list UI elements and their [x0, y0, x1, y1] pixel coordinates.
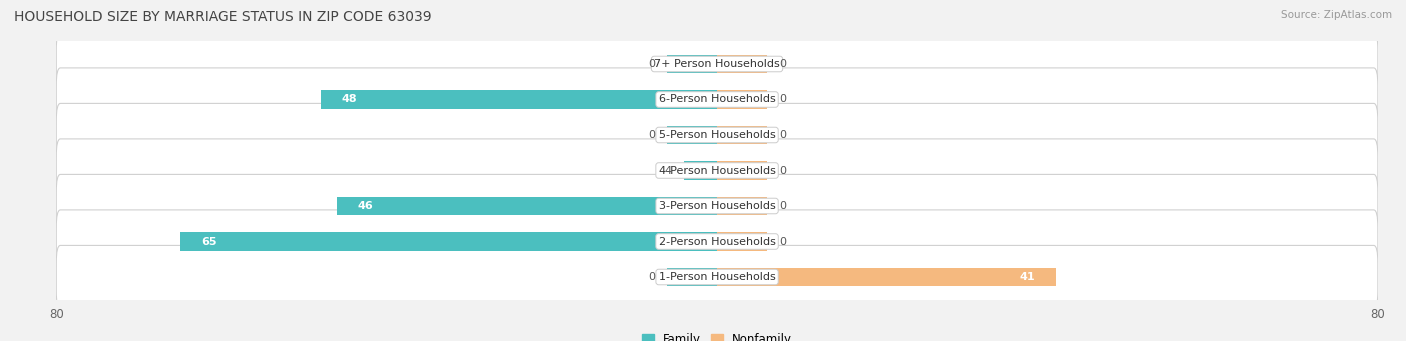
Text: 65: 65 [201, 237, 217, 247]
FancyBboxPatch shape [56, 103, 1378, 167]
Text: 2-Person Households: 2-Person Households [658, 237, 776, 247]
Bar [717, 55, 766, 73]
Bar [321, 90, 717, 109]
Text: 0: 0 [779, 237, 786, 247]
Text: HOUSEHOLD SIZE BY MARRIAGE STATUS IN ZIP CODE 63039: HOUSEHOLD SIZE BY MARRIAGE STATUS IN ZIP… [14, 10, 432, 24]
Bar [717, 197, 766, 215]
Text: 4: 4 [665, 165, 672, 176]
Text: 6-Person Households: 6-Person Households [658, 94, 776, 104]
Text: 0: 0 [779, 130, 786, 140]
FancyBboxPatch shape [56, 174, 1378, 238]
Bar [717, 90, 766, 109]
Text: 48: 48 [342, 94, 357, 104]
Text: 5-Person Households: 5-Person Households [658, 130, 776, 140]
Text: 0: 0 [779, 201, 786, 211]
Bar [337, 197, 717, 215]
Bar [668, 126, 717, 144]
FancyBboxPatch shape [56, 68, 1378, 131]
Bar [717, 126, 766, 144]
Text: 0: 0 [648, 59, 655, 69]
Bar [717, 268, 1056, 286]
Bar [668, 268, 717, 286]
Text: 3-Person Households: 3-Person Households [658, 201, 776, 211]
Text: 41: 41 [1019, 272, 1035, 282]
Bar [717, 232, 766, 251]
Text: 1-Person Households: 1-Person Households [658, 272, 776, 282]
Bar [668, 55, 717, 73]
Text: 0: 0 [648, 130, 655, 140]
Text: Source: ZipAtlas.com: Source: ZipAtlas.com [1281, 10, 1392, 20]
FancyBboxPatch shape [56, 210, 1378, 273]
Text: 4-Person Households: 4-Person Households [658, 165, 776, 176]
Text: 0: 0 [779, 94, 786, 104]
Bar [685, 161, 717, 180]
FancyBboxPatch shape [56, 139, 1378, 202]
Text: 0: 0 [648, 272, 655, 282]
FancyBboxPatch shape [56, 32, 1378, 95]
Text: 0: 0 [779, 59, 786, 69]
Text: 46: 46 [357, 201, 374, 211]
Text: 7+ Person Households: 7+ Person Households [654, 59, 780, 69]
FancyBboxPatch shape [56, 246, 1378, 309]
Bar [717, 161, 766, 180]
Bar [180, 232, 717, 251]
Legend: Family, Nonfamily: Family, Nonfamily [637, 329, 797, 341]
Text: 0: 0 [779, 165, 786, 176]
